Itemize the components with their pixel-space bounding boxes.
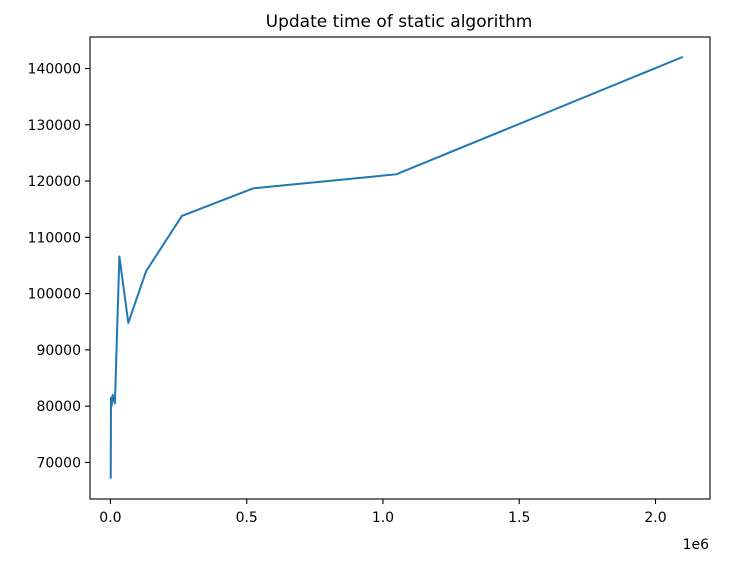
- y-tick-label: 130000: [28, 118, 81, 134]
- chart-title: Update time of static algorithm: [266, 12, 533, 32]
- x-tick-label: 1.0: [372, 510, 394, 526]
- x-tick-label: 2.0: [644, 510, 666, 526]
- y-tick-label: 100000: [28, 287, 81, 303]
- x-tick-label: 1.5: [508, 510, 530, 526]
- plot-frame: [89, 36, 711, 500]
- y-tick-label: 70000: [36, 455, 81, 471]
- series-line: [109, 55, 684, 479]
- plot-area: [109, 55, 684, 479]
- axis-ticks: 0.0 0.5 1.0 1.5 2.0 70000 80000 90000 100000 1100…: [28, 62, 667, 526]
- x-axis-offset-text: 1e6: [683, 537, 710, 553]
- y-tick-label: 110000: [28, 230, 81, 246]
- y-tick-label: 80000: [36, 399, 81, 415]
- y-tick-label: 90000: [36, 343, 81, 359]
- y-tick-label: 140000: [28, 62, 81, 78]
- y-tick-label: 120000: [28, 174, 81, 190]
- x-tick-label: 0.5: [236, 510, 258, 526]
- x-tick-label: 0.0: [99, 510, 121, 526]
